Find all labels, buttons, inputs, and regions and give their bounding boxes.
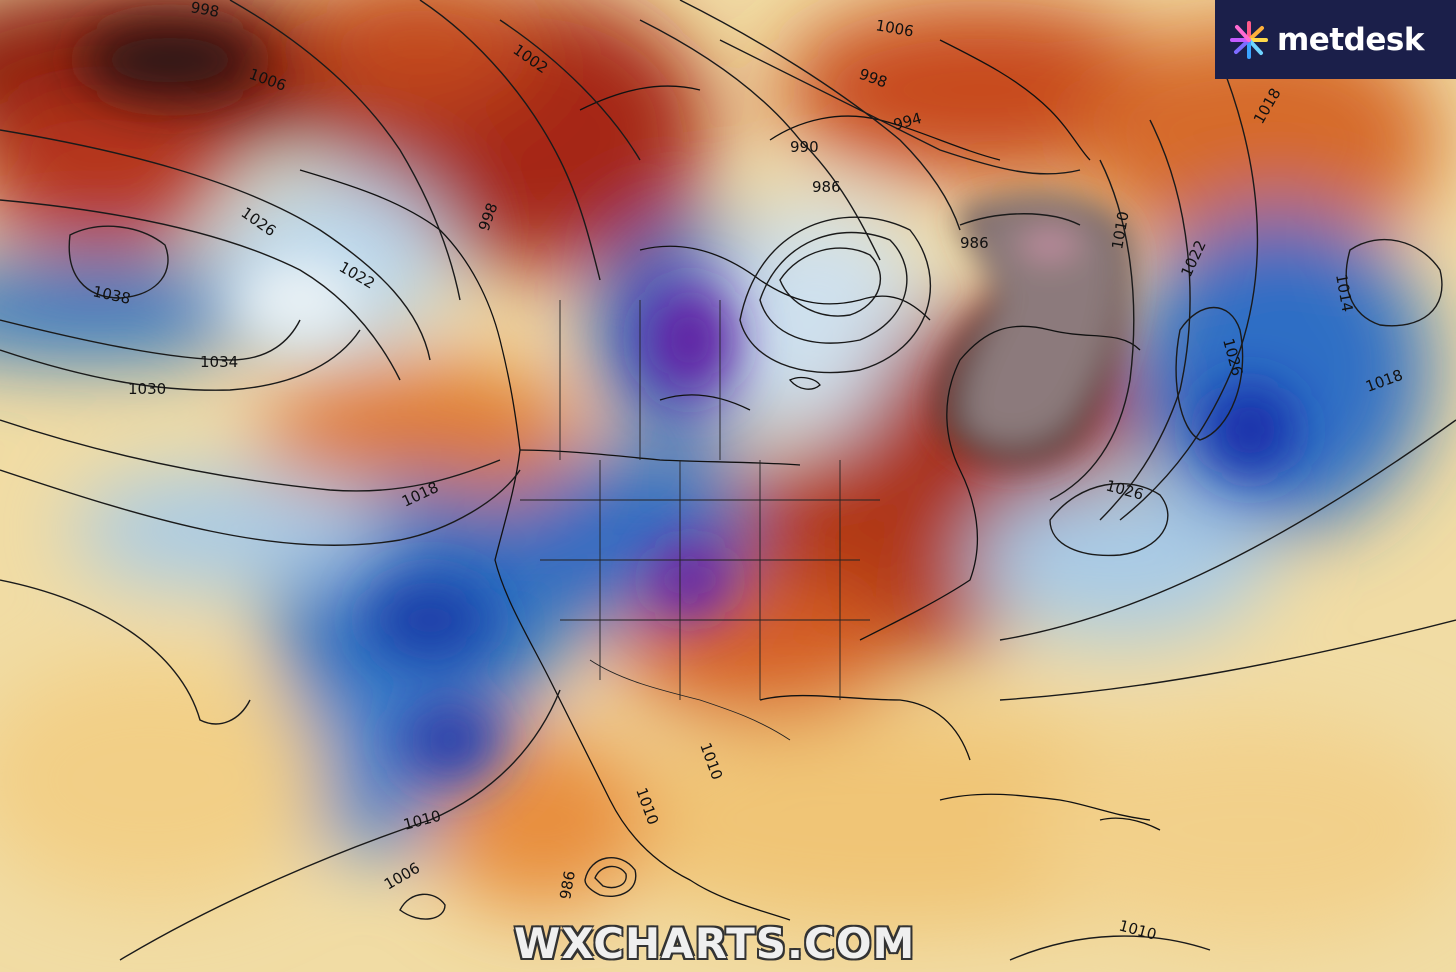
brand-badge: metdesk bbox=[1215, 0, 1456, 79]
isobar-label: 990 bbox=[790, 138, 819, 156]
isobar-label: 1030 bbox=[128, 380, 166, 398]
political-borders bbox=[520, 300, 880, 741]
anomaly-cores bbox=[80, 20, 1295, 780]
coastlines bbox=[299, 39, 1161, 921]
brand-name: metdesk bbox=[1277, 21, 1424, 58]
star-burst-icon bbox=[1230, 20, 1268, 59]
isobar-label: 986 bbox=[556, 869, 579, 900]
isobar-label: 986 bbox=[960, 234, 989, 252]
watermark: WXCHARTS.COM bbox=[514, 919, 916, 968]
anomaly-field bbox=[0, 0, 1456, 940]
extreme-warm-core bbox=[936, 194, 1133, 466]
isobar-label: 998 bbox=[189, 0, 220, 21]
isobar-label: 1034 bbox=[200, 353, 238, 371]
isobar-label: 986 bbox=[812, 178, 841, 196]
